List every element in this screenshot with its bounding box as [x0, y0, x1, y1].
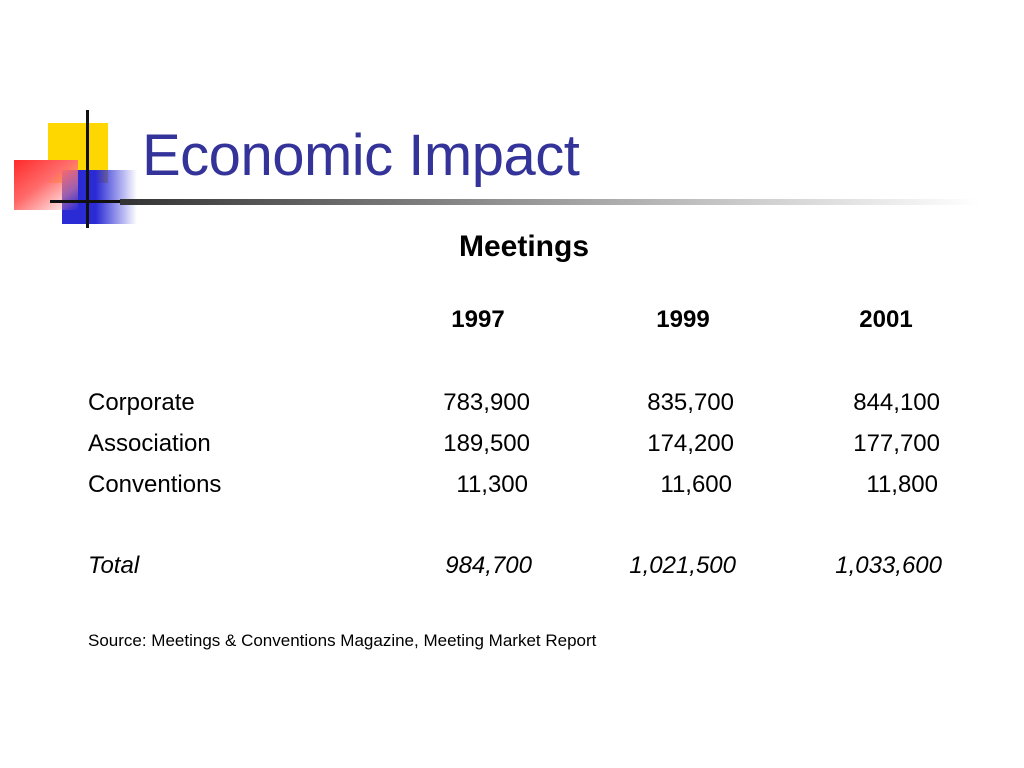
cell-association-1999: 174,200 — [647, 430, 734, 457]
cell-conventions-1997: 11,300 — [456, 471, 528, 498]
source-citation: Source: Meetings & Conventions Magazine,… — [88, 631, 597, 650]
title-underline-rule — [120, 199, 980, 205]
slide-title: Economic Impact — [142, 123, 580, 188]
row-label-conventions: Conventions — [88, 471, 222, 498]
table-heading: Meetings — [458, 230, 590, 263]
row-label-association: Association — [88, 430, 211, 457]
column-header-1997: 1997 — [451, 306, 505, 333]
cell-corporate-2001: 844,100 — [853, 389, 940, 416]
cell-corporate-1997: 783,900 — [443, 389, 530, 416]
cell-association-1997: 189,500 — [443, 430, 530, 457]
column-header-1999: 1999 — [656, 306, 710, 333]
slide-logo-decoration — [0, 0, 150, 240]
row-label-corporate: Corporate — [88, 389, 195, 416]
cell-conventions-1999: 11,600 — [660, 471, 732, 498]
column-header-2001: 2001 — [859, 306, 913, 333]
row-label-total: Total — [88, 552, 140, 579]
logo-horizontal-line — [50, 200, 140, 203]
cell-total-1997: 984,700 — [445, 552, 532, 579]
cell-association-2001: 177,700 — [853, 430, 940, 457]
cell-total-1999: 1,021,500 — [629, 552, 736, 579]
cell-total-2001: 1,033,600 — [835, 552, 942, 579]
cell-conventions-2001: 11,800 — [866, 471, 938, 498]
cell-corporate-1999: 835,700 — [647, 389, 734, 416]
logo-vertical-line — [86, 110, 89, 228]
